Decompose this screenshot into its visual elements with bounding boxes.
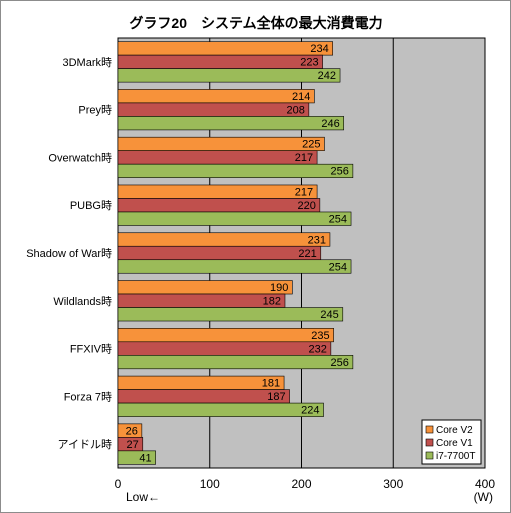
legend-label: Core V1 <box>436 438 473 449</box>
legend-swatch <box>425 451 434 460</box>
category-label: FFXIV時 <box>70 343 112 356</box>
bar-value-label: 246 <box>321 118 339 130</box>
bar <box>117 245 322 261</box>
legend-label: i7-7700T <box>436 451 475 462</box>
bars: 2342232422142082462252172562172202542312… <box>117 41 354 465</box>
low-label: Low← <box>126 490 160 504</box>
category-label: Wildlands時 <box>53 295 112 308</box>
bar-value-label: 208 <box>286 104 304 116</box>
bar <box>117 68 341 83</box>
bar <box>117 259 352 274</box>
x-tick-label: 400 <box>475 477 495 491</box>
bar <box>117 402 324 417</box>
bar <box>117 136 325 151</box>
category-label: アイドル時 <box>58 438 112 451</box>
bar-value-label: 220 <box>297 200 315 212</box>
bar-value-label: 217 <box>295 152 313 164</box>
bar-value-label: 217 <box>295 186 313 198</box>
bar-value-label: 26 <box>126 425 138 437</box>
bar-value-label: 242 <box>318 70 336 82</box>
bar-value-label: 190 <box>270 282 288 294</box>
chart-title: グラフ20 システム全体の最大消費電力 <box>129 15 382 31</box>
bar <box>117 293 286 308</box>
bar-value-label: 225 <box>302 139 320 151</box>
legend-swatch <box>425 425 434 434</box>
bar-value-label: 256 <box>331 166 349 178</box>
bar <box>117 198 321 213</box>
legend: Core V2 Core V1 i7-7700T <box>421 419 482 465</box>
bar <box>117 450 156 465</box>
bar-value-label: 181 <box>262 378 280 390</box>
bar <box>117 41 333 56</box>
bar-value-label: 27 <box>127 439 139 451</box>
bar-value-label: 256 <box>331 357 349 369</box>
x-unit-label: (W) <box>474 490 493 504</box>
x-tick-label: 200 <box>291 477 311 491</box>
bar <box>117 102 310 117</box>
bar <box>117 150 318 165</box>
bar <box>117 341 332 356</box>
category-labels: 3DMark時 Prey時 Overwatch時 PUBG時 Shadow of War… <box>26 56 112 451</box>
bar-value-label: 224 <box>301 405 319 417</box>
bar <box>117 375 285 390</box>
bar <box>117 116 345 131</box>
bar <box>117 307 344 322</box>
bar <box>117 211 352 226</box>
bar <box>117 232 331 247</box>
legend-label: Core V2 <box>436 425 473 436</box>
category-label: Forza 7時 <box>64 390 112 403</box>
bar <box>117 54 323 69</box>
bar-value-label: 221 <box>298 248 316 260</box>
bar-value-label: 254 <box>329 213 347 225</box>
category-label: Overwatch時 <box>48 151 112 164</box>
bar-value-label: 214 <box>292 91 310 103</box>
legend-swatch <box>425 438 434 447</box>
bar-value-label: 182 <box>263 296 281 308</box>
bar <box>117 89 315 104</box>
category-label: 3DMark時 <box>62 56 112 69</box>
category-label: PUBG時 <box>70 199 112 212</box>
x-tick-label: 0 <box>115 477 122 491</box>
bar-value-label: 234 <box>310 43 328 55</box>
bar <box>117 163 354 178</box>
bar <box>117 280 293 295</box>
bar <box>117 328 334 343</box>
bar <box>117 184 318 199</box>
category-label: Prey時 <box>78 104 112 117</box>
bar-value-label: 187 <box>267 391 285 403</box>
bar <box>117 355 354 370</box>
bar <box>117 389 290 404</box>
bar-value-label: 41 <box>139 452 151 464</box>
category-label: Shadow of War時 <box>26 247 112 260</box>
bar-value-label: 235 <box>311 330 329 342</box>
bar-value-label: 231 <box>308 234 326 246</box>
bar-value-label: 254 <box>329 261 347 273</box>
x-tick-label: 100 <box>200 477 220 491</box>
x-tick-label: 300 <box>383 477 403 491</box>
bar-value-label: 223 <box>300 57 318 69</box>
bar-value-label: 245 <box>320 309 338 321</box>
x-tick-labels: 0 100 200 300 400 <box>115 477 496 491</box>
bar-value-label: 232 <box>309 343 327 355</box>
